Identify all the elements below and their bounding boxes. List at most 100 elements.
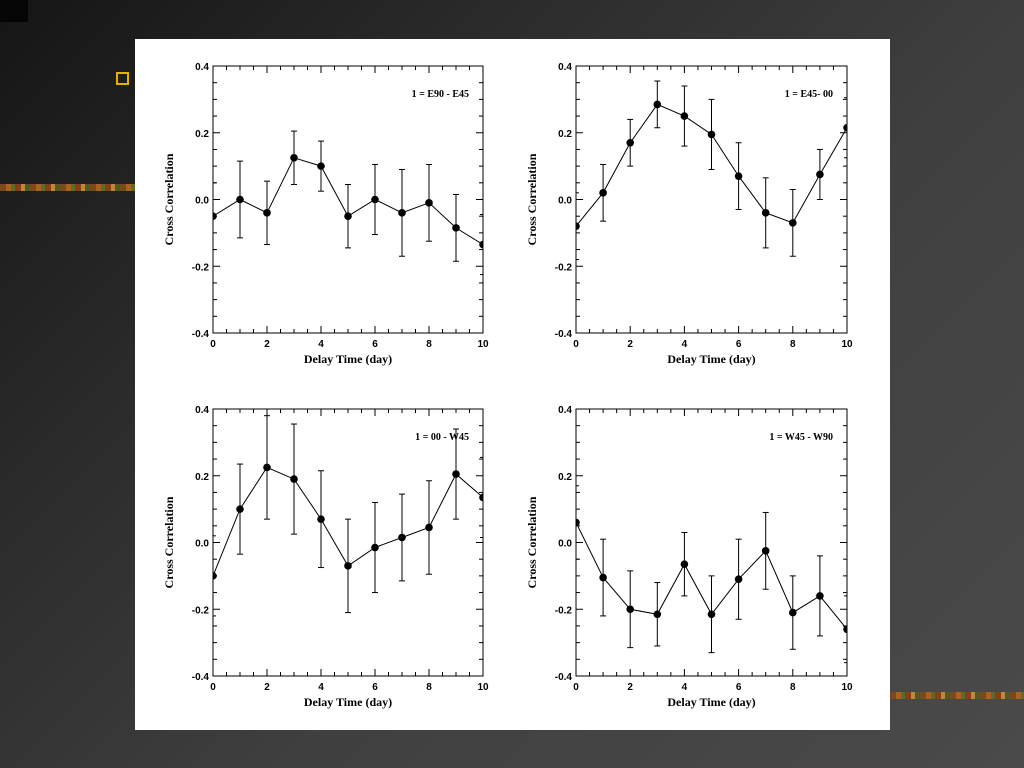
x-tick-label: 10 xyxy=(477,682,489,693)
chart-panel-4: 0 2 4 6 8 10 -0.4 -0.2 0.0 0.2 0.4 Delay Time (day)… xyxy=(525,405,853,709)
y-tick-label: -0.4 xyxy=(555,672,573,683)
y-axis-label: Cross Correlation xyxy=(525,496,539,588)
decorative-stripe-top xyxy=(0,184,136,191)
y-tick-label: 0.0 xyxy=(558,539,572,550)
chart-grid: 0 2 4 6 8 10 -0.4 -0.2 0.0 0.2 0.4 Delay Time (day)… xyxy=(162,62,853,709)
y-axis-label: Cross Correlation xyxy=(162,153,176,245)
data-point xyxy=(626,138,634,147)
data-point xyxy=(734,575,743,584)
x-axis-label: Delay Time (day) xyxy=(304,695,392,709)
x-tick-label: 2 xyxy=(627,682,633,693)
panel-annotation: 1 = E90 - E45 xyxy=(412,89,469,100)
x-tick-label: 8 xyxy=(426,682,432,693)
data-point xyxy=(398,209,406,217)
y-tick-label: 0.2 xyxy=(195,129,209,140)
data-point xyxy=(761,209,770,217)
x-tick-label: 0 xyxy=(210,339,216,350)
data-point xyxy=(344,212,352,220)
data-point xyxy=(236,505,244,513)
y-tick-label: 0.4 xyxy=(195,405,209,416)
data-point xyxy=(680,112,689,120)
data-point xyxy=(599,189,607,197)
data-point xyxy=(213,212,217,220)
data-point xyxy=(576,518,580,527)
y-tick-label: 0.4 xyxy=(558,62,572,73)
x-tick-label: 8 xyxy=(790,682,796,693)
data-point xyxy=(816,592,824,600)
x-tick-label: 6 xyxy=(372,339,378,350)
data-point xyxy=(479,493,483,502)
data-layer xyxy=(576,80,847,261)
y-tick-label: 0.2 xyxy=(195,472,209,483)
data-point xyxy=(290,475,298,483)
y-axis-label: Cross Correlation xyxy=(162,496,176,588)
x-tick-label: 2 xyxy=(264,339,270,350)
data-point xyxy=(452,224,460,232)
y-tick-label: -0.2 xyxy=(192,605,210,616)
x-tick-label: 4 xyxy=(318,682,324,693)
data-point xyxy=(599,573,607,582)
decorative-stripe-bottom xyxy=(890,692,1024,699)
x-tick-label: 6 xyxy=(736,339,742,350)
corner-block xyxy=(0,0,28,22)
data-point xyxy=(707,130,716,139)
data-point xyxy=(653,610,662,619)
data-point xyxy=(843,625,847,634)
y-tick-label: 0.2 xyxy=(558,129,572,140)
data-point xyxy=(452,470,460,478)
data-point xyxy=(236,195,244,204)
x-tick-label: 0 xyxy=(573,339,579,350)
data-point xyxy=(479,240,483,249)
data-point xyxy=(213,572,217,580)
x-tick-label: 4 xyxy=(318,339,324,350)
data-point xyxy=(371,195,379,204)
x-axis-label: Delay Time (day) xyxy=(304,352,392,366)
y-tick-label: -0.2 xyxy=(555,262,573,273)
data-point xyxy=(371,543,379,552)
data-point xyxy=(626,605,634,614)
y-tick-label: 0.4 xyxy=(195,62,209,73)
y-axis-label: Cross Correlation xyxy=(525,153,539,245)
x-tick-label: 10 xyxy=(477,339,489,350)
data-point xyxy=(317,515,325,523)
data-layer xyxy=(213,130,483,276)
figure-panel: 0 2 4 6 8 10 -0.4 -0.2 0.0 0.2 0.4 Delay Time (day)… xyxy=(135,39,890,730)
data-point xyxy=(789,608,797,617)
data-point xyxy=(263,463,271,472)
data-point xyxy=(761,547,770,555)
x-tick-label: 2 xyxy=(627,339,633,350)
x-tick-label: 6 xyxy=(736,682,742,693)
y-tick-label: -0.2 xyxy=(555,605,573,616)
data-point xyxy=(398,533,406,542)
y-tick-label: -0.2 xyxy=(192,262,210,273)
x-tick-label: 6 xyxy=(372,682,378,693)
data-point xyxy=(344,562,352,570)
data-point xyxy=(680,560,689,568)
y-tick-label: -0.4 xyxy=(192,329,210,340)
y-tick-label: 0.0 xyxy=(195,539,209,550)
data-layer xyxy=(576,485,847,664)
data-point xyxy=(707,610,716,619)
panel-annotation: 1 = W45 - W90 xyxy=(769,432,833,443)
panel-annotation: 1 = E45- 00 xyxy=(785,89,833,100)
chart-panel-2: 0 2 4 6 8 10 -0.4 -0.2 0.0 0.2 0.4 Delay Time (day)… xyxy=(525,62,853,366)
data-point xyxy=(789,219,797,227)
data-point xyxy=(816,170,824,179)
x-tick-label: 10 xyxy=(841,339,853,350)
data-point xyxy=(843,123,847,132)
x-tick-label: 4 xyxy=(682,339,688,350)
x-tick-label: 8 xyxy=(790,339,796,350)
bullet-checkbox-icon xyxy=(116,72,129,85)
data-point xyxy=(425,523,433,532)
panel-annotation: 1 = 00 - W45 xyxy=(415,432,469,443)
chart-panel-3: 0 2 4 6 8 10 -0.4 -0.2 0.0 0.2 0.4 Delay Time (day)… xyxy=(162,405,489,709)
data-point xyxy=(653,100,662,109)
x-tick-label: 0 xyxy=(210,682,216,693)
y-tick-label: 0.0 xyxy=(195,196,209,207)
x-tick-label: 4 xyxy=(682,682,688,693)
x-axis-label: Delay Time (day) xyxy=(667,352,755,366)
x-tick-label: 0 xyxy=(573,682,579,693)
y-tick-label: 0.2 xyxy=(558,472,572,483)
data-point xyxy=(263,209,271,217)
x-tick-label: 2 xyxy=(264,682,270,693)
